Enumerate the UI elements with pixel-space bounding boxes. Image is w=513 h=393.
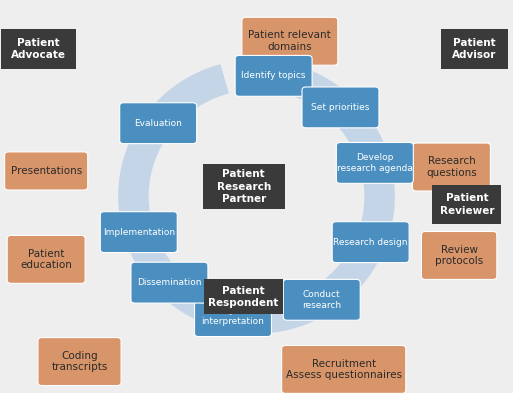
Text: Identify topics: Identify topics [242,72,306,80]
Text: Patient relevant
domains: Patient relevant domains [248,31,331,52]
Text: Coding
transcripts: Coding transcripts [51,351,108,372]
FancyBboxPatch shape [332,222,409,263]
FancyBboxPatch shape [242,17,338,65]
Text: Patient
Respondent: Patient Respondent [208,286,279,308]
Text: Recruitment
Assess questionnaires: Recruitment Assess questionnaires [286,359,402,380]
FancyBboxPatch shape [100,212,177,253]
FancyBboxPatch shape [412,143,490,191]
Bar [441,29,508,69]
FancyBboxPatch shape [194,296,271,336]
FancyBboxPatch shape [7,235,85,283]
Text: Conduct
research: Conduct research [302,290,341,310]
Text: Presentations: Presentations [11,166,82,176]
Bar [2,29,75,69]
Bar [203,164,285,209]
FancyBboxPatch shape [283,279,360,320]
Text: Patient
Advisor: Patient Advisor [452,38,497,60]
Text: Develop
research agenda: Develop research agenda [337,153,413,173]
Text: Implementation: Implementation [103,228,175,237]
FancyBboxPatch shape [235,55,312,96]
Bar [432,185,501,224]
Text: Review
protocols: Review protocols [435,245,483,266]
FancyBboxPatch shape [282,345,406,393]
Text: Patient
education: Patient education [20,249,72,270]
FancyBboxPatch shape [120,103,196,143]
Text: Patient
Advocate: Patient Advocate [11,38,66,60]
FancyBboxPatch shape [337,143,413,184]
Text: Evaluation: Evaluation [134,119,182,128]
FancyBboxPatch shape [302,87,379,128]
Text: Research
questions: Research questions [426,156,477,178]
Text: Dissemination: Dissemination [137,278,202,287]
FancyBboxPatch shape [38,338,121,386]
Text: Analysis &
interpretation: Analysis & interpretation [202,307,264,326]
FancyBboxPatch shape [422,231,497,279]
Text: Set priorities: Set priorities [311,103,370,112]
Text: Research design: Research design [333,238,408,247]
FancyBboxPatch shape [131,262,208,303]
Text: Patient
Reviewer: Patient Reviewer [440,193,494,215]
Text: Patient
Research
Partner: Patient Research Partner [216,169,271,204]
FancyBboxPatch shape [5,152,88,190]
Bar [204,279,283,314]
